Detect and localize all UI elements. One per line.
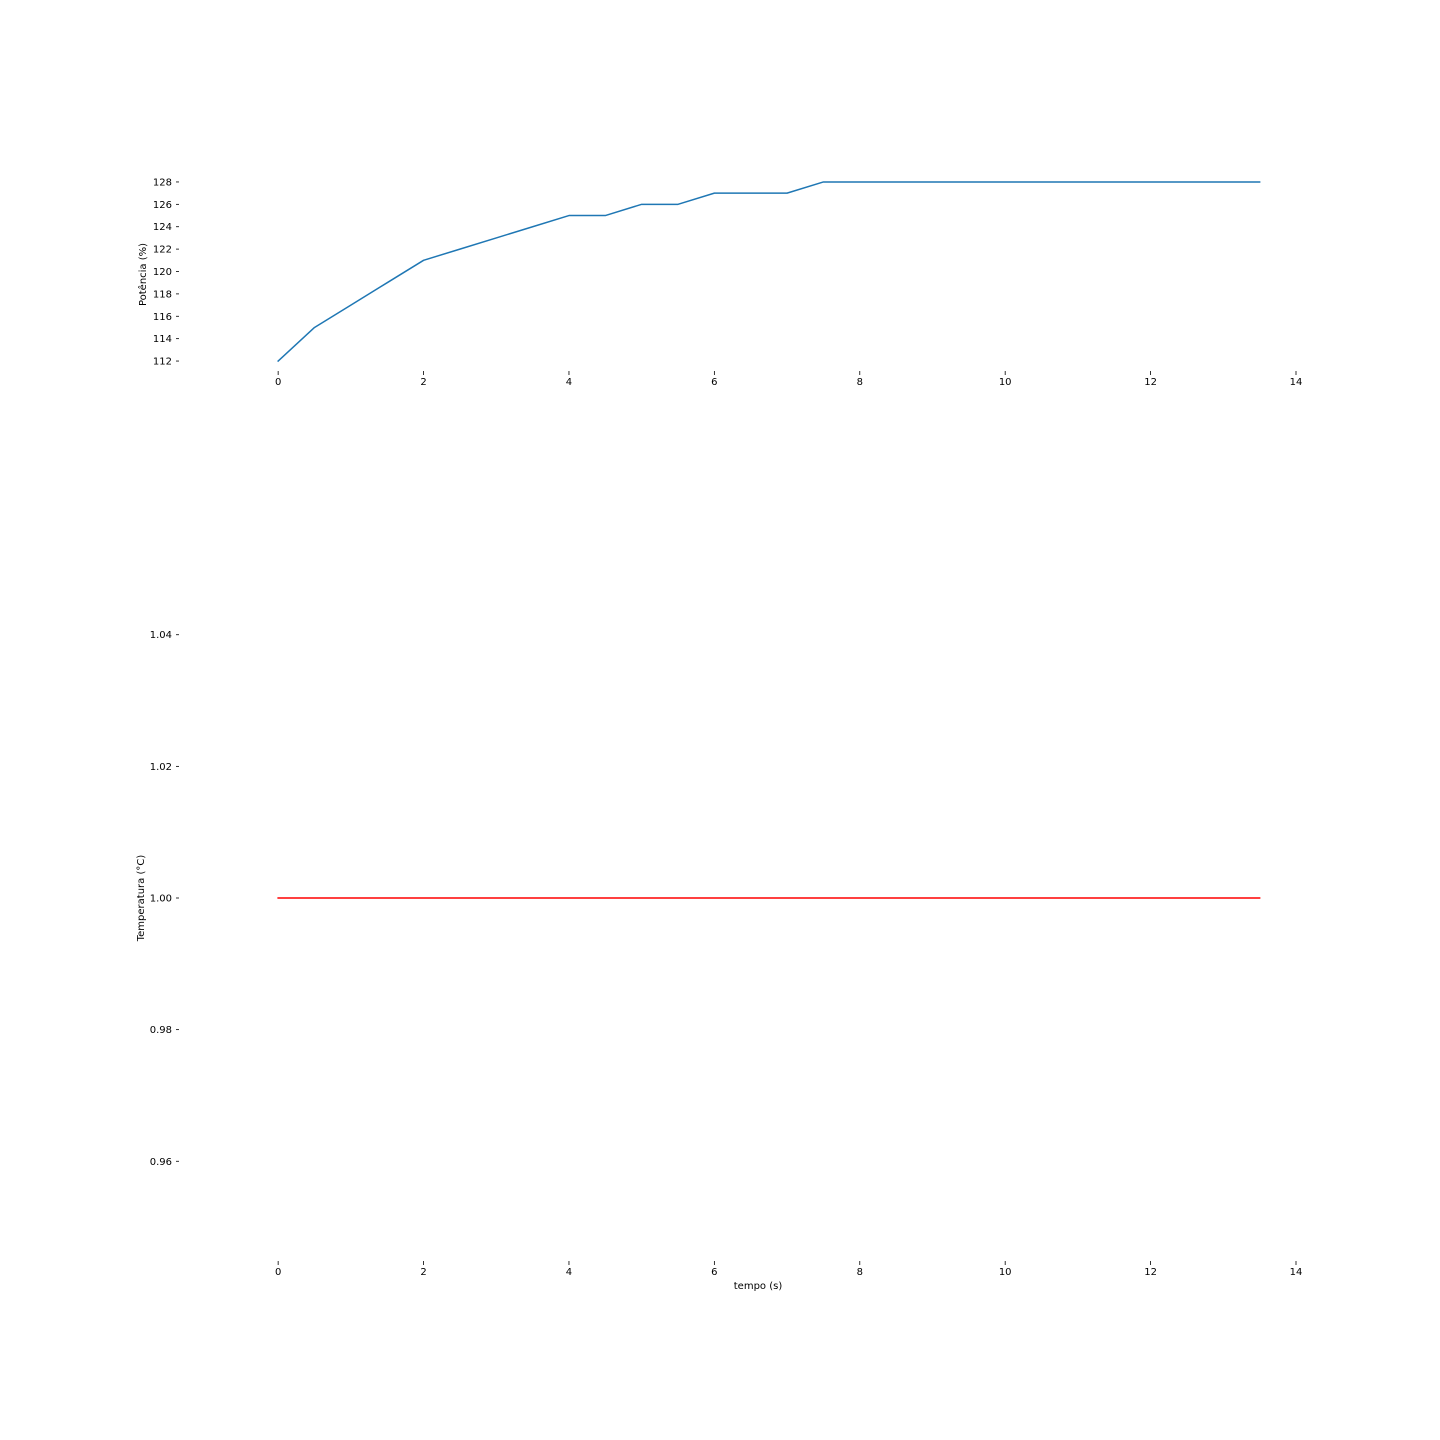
x-tick-label: 12: [1144, 377, 1157, 388]
y-tick-label: 1.04: [150, 630, 172, 641]
y-tick-label: 0.96: [150, 1157, 172, 1168]
y-axis-label: Potência (%): [137, 243, 149, 306]
y-tick-label: 114: [153, 334, 172, 345]
y-tick-label: 124: [153, 222, 172, 233]
y-tick-label: 1.00: [150, 894, 172, 905]
x-axis-label: tempo (s): [734, 1281, 783, 1292]
x-tick-label: 0: [275, 1267, 281, 1278]
chart-temperatura: 0 2 4 6 8 10 12 14 0.96 0.98 1.00 1.02 1.04 Temperatu…: [136, 630, 1302, 1292]
chart-potencia: 0 2 4 6 8 10 12 14 112 114 116 118 120 122 124 126 128 Po…: [137, 177, 1302, 388]
y-tick-label: 1.02: [150, 762, 172, 773]
x-tick-label: 10: [999, 377, 1012, 388]
y-tick-label: 0.98: [150, 1025, 172, 1036]
x-tick-label: 4: [566, 1267, 572, 1278]
y-tick-label: 120: [153, 267, 172, 278]
series-line: [277, 181, 1261, 363]
y-tick-label: 118: [153, 289, 172, 300]
y-axis-label: Temperatura (°C): [136, 855, 147, 943]
x-tick-label: 6: [711, 1267, 717, 1278]
x-tick-label: 12: [1144, 1267, 1157, 1278]
x-tick-label: 8: [857, 377, 863, 388]
y-tick-label: 112: [153, 357, 172, 368]
y-tick-label: 126: [153, 200, 172, 211]
x-tick-label: 0: [275, 377, 281, 388]
y-tick-label: 122: [153, 245, 172, 256]
x-tick-label: 14: [1290, 377, 1303, 388]
y-tick-label: 116: [153, 312, 172, 323]
y-tick-label: 128: [153, 177, 172, 188]
x-tick-label: 2: [420, 377, 426, 388]
x-tick-label: 4: [566, 377, 572, 388]
x-tick-label: 14: [1290, 1267, 1303, 1278]
x-tick-label: 2: [420, 1267, 426, 1278]
x-tick-label: 6: [711, 377, 717, 388]
x-tick-label: 8: [857, 1267, 863, 1278]
x-tick-label: 10: [999, 1267, 1012, 1278]
